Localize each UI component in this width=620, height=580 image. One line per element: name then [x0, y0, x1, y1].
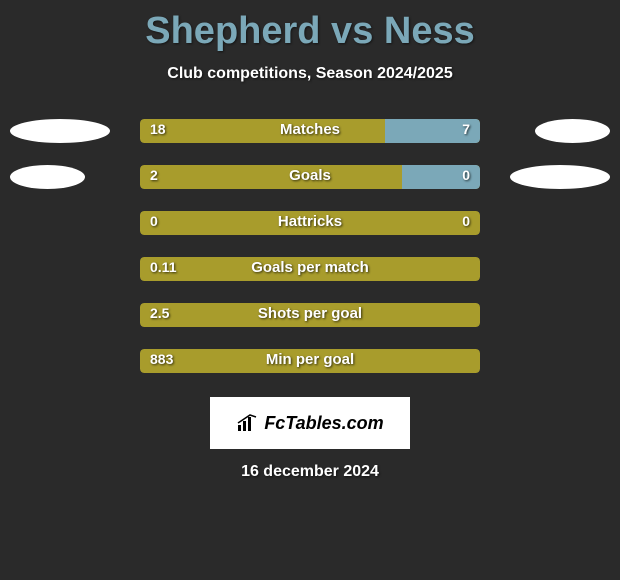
- stat-bar: 00Hattricks: [140, 211, 480, 235]
- stat-bar: 0.11Goals per match: [140, 257, 480, 281]
- stat-row: 187Matches: [0, 113, 620, 159]
- ellipse-right: [510, 165, 610, 189]
- stat-bar: 20Goals: [140, 165, 480, 189]
- page-subtitle: Club competitions, Season 2024/2025: [0, 65, 620, 83]
- chart-icon: [236, 413, 260, 433]
- stat-bar: 187Matches: [140, 119, 480, 143]
- stat-bar: 883Min per goal: [140, 349, 480, 373]
- stat-row: 20Goals: [0, 159, 620, 205]
- stat-bar: 2.5Shots per goal: [140, 303, 480, 327]
- bar-segment-right: [385, 119, 480, 143]
- brand-text: FcTables.com: [264, 413, 383, 434]
- ellipse-left: [10, 165, 85, 189]
- stat-row: 2.5Shots per goal: [0, 297, 620, 343]
- stat-row: 0.11Goals per match: [0, 251, 620, 297]
- ellipse-right: [535, 119, 610, 143]
- stats-rows: 187Matches 20Goals 00Hattricks 0.11Goals pe…: [0, 113, 620, 389]
- bar-segment-right: [402, 165, 480, 189]
- brand-badge[interactable]: FcTables.com: [210, 397, 410, 449]
- stat-row: 00Hattricks: [0, 205, 620, 251]
- ellipse-left: [10, 119, 110, 143]
- footer-date: 16 december 2024: [0, 463, 620, 481]
- stat-row: 883Min per goal: [0, 343, 620, 389]
- page-title: Shepherd vs Ness: [0, 0, 620, 53]
